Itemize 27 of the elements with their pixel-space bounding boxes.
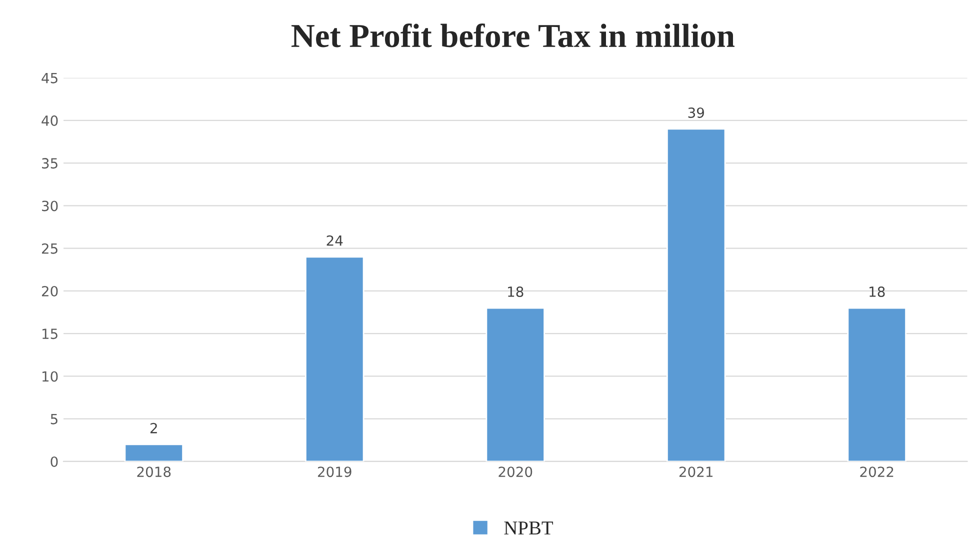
legend-label: NPBT [504,522,554,534]
y-tick-label: 15 [42,328,58,340]
data-label: 2 [150,422,157,434]
data-label: 39 [688,107,704,118]
data-label: 18 [508,286,524,297]
bar [486,307,545,462]
chart-title: Net Profit before Tax in million [291,23,735,48]
bar [124,444,184,462]
x-tick-label: 2020 [498,466,532,478]
x-tick-label: 2022 [860,466,894,478]
x-tick-label: 2019 [318,466,352,478]
x-tick-label: 2021 [679,466,713,478]
y-tick-label: 0 [50,456,58,467]
y-tick-label: 20 [42,286,58,296]
y-tick-label: 25 [42,243,58,254]
bar [305,256,364,462]
data-label: 18 [870,286,885,297]
y-tick-label: 35 [42,158,58,169]
x-tick-label: 2018 [137,466,171,478]
bar [666,128,726,462]
data-label: 24 [326,235,343,246]
y-tick-label: 10 [42,371,58,382]
y-tick-label: 45 [42,72,58,84]
y-tick-label: 30 [42,200,58,212]
y-tick-label: 5 [50,414,58,424]
bar [847,307,906,462]
y-tick-label: 40 [42,115,58,126]
